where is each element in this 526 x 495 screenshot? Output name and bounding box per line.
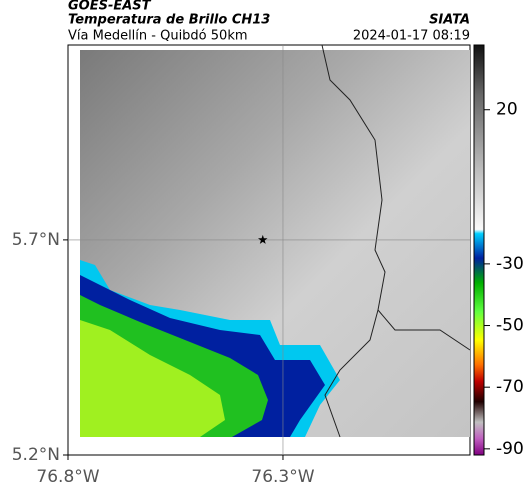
subtitle: Temperatura de Brillo CH13 [68, 13, 270, 28]
timestamp: 2024-01-17 08:19 [353, 29, 470, 44]
location: Vía Medellín - Quibdó 50km [68, 29, 248, 44]
source: SIATA [429, 13, 470, 28]
y-tick-label: 5.7°N [12, 230, 60, 250]
title: GOES-EAST [68, 0, 152, 14]
colorbar-tick-label: -70 [496, 377, 524, 397]
y-tick-label: 5.2°N [12, 445, 60, 465]
map: 76.8°W 76.3°W 5.7°N 5.2°N [12, 44, 471, 487]
border [324, 309, 379, 438]
colorbar-scale [473, 44, 485, 456]
location-marker [258, 234, 268, 244]
cold-cloud-yellow [80, 320, 225, 437]
x-tick-label: 76.8°W [36, 467, 99, 487]
colorbar-tick-label: -30 [496, 254, 524, 274]
colorbar: 20 -30 -50 -70 -90 [473, 44, 524, 459]
colorbar-tick-label: -50 [496, 316, 524, 336]
colorbar-tick-label: -90 [496, 439, 524, 459]
colorbar-tick-label: 20 [496, 100, 518, 120]
x-tick-label: 76.3°W [251, 467, 314, 487]
border [321, 44, 471, 351]
